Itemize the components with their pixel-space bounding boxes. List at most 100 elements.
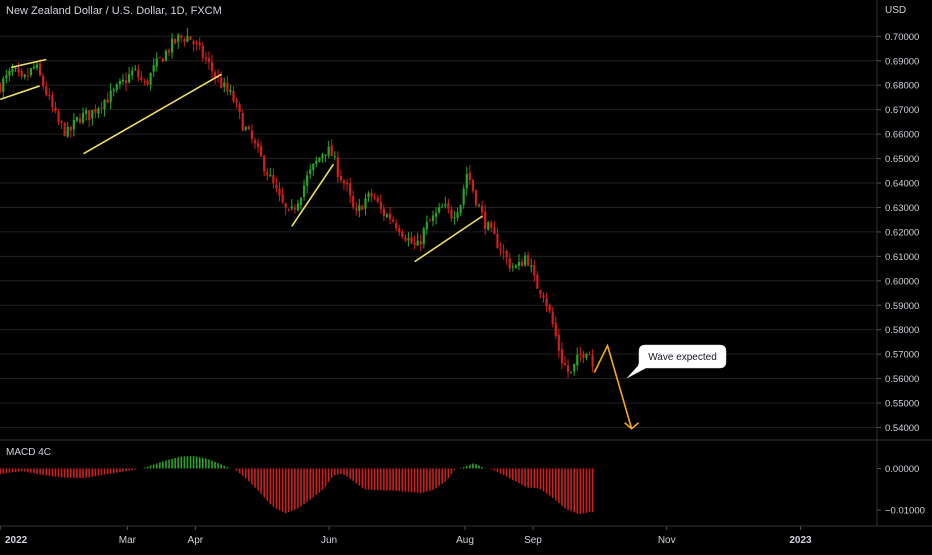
candlestick	[121, 73, 125, 85]
macd-histogram-bar	[57, 468, 60, 478]
candlestick	[401, 229, 404, 240]
projection-arrowhead	[624, 422, 640, 430]
candle-body	[121, 79, 125, 82]
candlestick	[146, 78, 149, 87]
macd-histogram-bar	[73, 468, 75, 479]
macd-histogram-bar	[567, 468, 569, 511]
candle-body	[229, 89, 232, 92]
trendline[interactable]	[10, 58, 47, 69]
candle-body	[407, 238, 410, 241]
candlestick	[425, 215, 428, 235]
candlestick	[32, 63, 36, 70]
macd-histogram-bar	[269, 468, 272, 506]
macd-histogram-bar	[205, 457, 207, 469]
macd-histogram-bar	[444, 468, 447, 483]
candle-body	[573, 363, 576, 372]
candlestick	[382, 204, 385, 222]
candle-body	[342, 180, 346, 184]
macd-histogram-bar	[131, 468, 133, 471]
candle-body	[514, 265, 517, 268]
macd-indicator-title[interactable]: MACD 4C	[6, 447, 52, 458]
candlestick	[505, 249, 508, 265]
price-tick-label: 0.55000	[885, 399, 919, 410]
candle-body	[17, 67, 20, 73]
candle-body	[330, 145, 333, 157]
candlestick	[269, 167, 272, 177]
candlestick	[229, 84, 232, 96]
macd-histogram-bar	[558, 468, 560, 505]
candle-body	[588, 354, 591, 356]
candle-body	[85, 110, 88, 114]
candle-body	[51, 95, 54, 108]
price-tick-label: 0.61000	[885, 252, 919, 263]
macd-histogram-bar	[376, 468, 379, 491]
candle-body	[576, 354, 579, 366]
candle-body	[66, 126, 69, 137]
candle-body	[5, 74, 8, 79]
candlestick	[530, 258, 533, 273]
candlestick	[223, 77, 226, 93]
trendline[interactable]	[291, 163, 335, 227]
macd-tick-label: −0.01000	[885, 506, 925, 517]
candle-body	[336, 157, 339, 178]
candlestick	[551, 306, 554, 328]
time-tick-label: Aug	[456, 535, 474, 546]
macd-histogram-bar	[410, 468, 413, 493]
candlestick	[373, 192, 376, 201]
candlestick	[398, 224, 401, 237]
candle-body	[548, 304, 551, 312]
candle-body	[0, 83, 2, 92]
time-tick-label: Nov	[658, 535, 676, 546]
trendline[interactable]	[83, 73, 223, 155]
macd-histogram-bar	[297, 468, 299, 510]
macd-histogram-bar	[300, 468, 302, 508]
price-tick-label: 0.58000	[885, 325, 919, 336]
macd-histogram-bar	[109, 468, 112, 475]
candlestick	[170, 33, 174, 59]
candle-body	[204, 57, 207, 60]
wave-projection-path[interactable]	[593, 343, 633, 429]
macd-histogram-bar	[358, 468, 361, 487]
candle-body	[487, 222, 490, 231]
macd-histogram-bar	[39, 468, 41, 476]
macd-histogram-bar	[327, 468, 330, 484]
candlestick	[260, 141, 263, 158]
macd-histogram-bar	[94, 468, 97, 477]
candlestick	[72, 113, 75, 137]
macd-histogram-bar	[85, 468, 87, 479]
candlestick	[287, 208, 290, 212]
candle-body	[272, 175, 275, 184]
price-tick-label: 0.63000	[885, 203, 919, 214]
candlestick	[118, 78, 122, 90]
candle-body	[100, 107, 103, 109]
candle-body	[309, 169, 312, 175]
candlestick	[447, 198, 450, 214]
time-tick-label: Sep	[524, 535, 542, 546]
candle-body	[484, 211, 487, 229]
macd-histogram-bar	[223, 464, 226, 469]
trendline[interactable]	[414, 215, 483, 263]
candle-body	[296, 203, 300, 211]
candlestick	[474, 189, 478, 208]
price-tick-label: 0.60000	[885, 276, 919, 287]
candlestick	[81, 107, 85, 125]
candle-body	[186, 35, 189, 42]
candle-body	[499, 248, 502, 251]
macd-histogram-bar	[508, 468, 511, 480]
candle-body	[404, 237, 407, 241]
candlestick	[189, 36, 192, 40]
macd-histogram-bar	[536, 468, 539, 490]
macd-histogram-bar	[162, 460, 164, 469]
candlestick	[180, 33, 183, 43]
wave-expected-callout[interactable]: Wave expected	[626, 344, 727, 379]
macd-histogram-bar	[333, 468, 336, 476]
candlestick	[17, 62, 20, 77]
trendline[interactable]	[0, 85, 40, 101]
macd-histogram-bar	[481, 466, 483, 469]
candlestick	[339, 169, 343, 183]
candle-body	[422, 228, 425, 245]
candle-body	[2, 78, 5, 92]
candle-body	[520, 261, 524, 267]
